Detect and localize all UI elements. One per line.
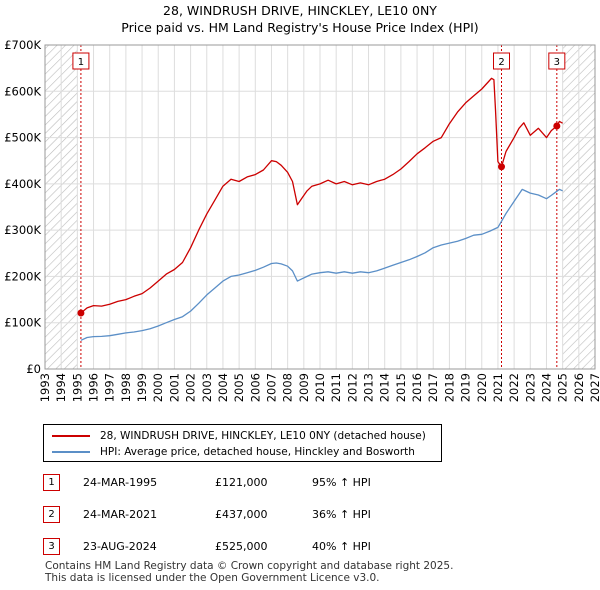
sale-point-1 xyxy=(77,309,85,317)
x-tick-label: 2027 xyxy=(588,373,600,402)
sale-price: £525,000 xyxy=(215,540,268,553)
x-tick-label: 2003 xyxy=(200,373,214,402)
property-price-line xyxy=(80,77,563,314)
x-tick-label: 1998 xyxy=(119,373,133,402)
x-tick-label: 2005 xyxy=(232,373,246,402)
x-tick-label: 2002 xyxy=(184,373,198,402)
x-tick-label: 1997 xyxy=(103,373,117,402)
x-tick-label: 2015 xyxy=(394,373,408,402)
x-tick-label: 2018 xyxy=(442,373,456,402)
sale-hpi-change: 95% ↑ HPI xyxy=(312,476,371,489)
chart-legend: 28, WINDRUSH DRIVE, HINCKLEY, LE10 0NY (… xyxy=(43,424,442,462)
x-tick-label: 2017 xyxy=(426,373,440,402)
x-tick-label: 2019 xyxy=(459,373,473,402)
sale-number-badge: 1 xyxy=(43,474,60,491)
price-chart: 1 2 3 £0 £100K £200K £300K £400K £500K £600K £700K… xyxy=(4,38,600,402)
x-tick-label: 1996 xyxy=(87,373,101,402)
sale-price: £121,000 xyxy=(215,476,268,489)
x-tick-label: 2023 xyxy=(523,373,537,402)
x-tick-label: 2009 xyxy=(297,373,311,402)
sale-number-badge: 3 xyxy=(43,538,60,555)
x-tick-label: 2014 xyxy=(378,373,392,402)
sale-badge-label-3: 3 xyxy=(554,57,560,68)
x-tick-label: 2025 xyxy=(556,373,570,402)
x-tick-label: 2012 xyxy=(345,373,359,402)
y-tick-label: £300K xyxy=(4,223,41,237)
sale-row: 3 23-AUG-2024 £525,000 40% ↑ HPI xyxy=(43,536,583,558)
y-tick-label: £700K xyxy=(4,38,41,52)
sale-badge-label-2: 2 xyxy=(498,57,504,68)
legend-item-hpi: HPI: Average price, detached house, Hinc… xyxy=(52,444,415,460)
sale-date: 24-MAR-1995 xyxy=(83,476,158,489)
x-tick-label: 2000 xyxy=(151,373,165,402)
sale-date: 23-AUG-2024 xyxy=(83,540,157,553)
y-tick-label: £600K xyxy=(4,84,41,98)
sale-point-2 xyxy=(498,163,505,171)
x-tick-label: 2008 xyxy=(281,373,295,402)
x-tick-label: 1993 xyxy=(38,373,52,402)
x-tick-label: 2001 xyxy=(167,373,181,402)
plot-frame xyxy=(44,44,596,370)
legend-swatch-hpi xyxy=(52,451,90,453)
y-tick-label: £200K xyxy=(4,269,41,283)
sale-point-3 xyxy=(553,122,561,130)
sale-date: 24-MAR-2021 xyxy=(83,508,158,521)
x-tick-label: 2007 xyxy=(264,373,278,402)
sale-hpi-change: 36% ↑ HPI xyxy=(312,508,371,521)
y-tick-label: £100K xyxy=(4,316,41,330)
footer-attribution: Contains HM Land Registry data © Crown c… xyxy=(45,560,453,584)
sale-row: 1 24-MAR-1995 £121,000 95% ↑ HPI xyxy=(43,472,583,494)
legend-swatch-property xyxy=(52,435,90,437)
x-tick-label: 2024 xyxy=(539,373,553,402)
y-tick-label: £0 xyxy=(26,362,41,376)
x-tick-label: 2020 xyxy=(475,373,489,402)
chart-title-address: 28, WINDRUSH DRIVE, HINCKLEY, LE10 0NY xyxy=(163,3,437,18)
sale-row: 2 24-MAR-2021 £437,000 36% ↑ HPI xyxy=(43,504,583,526)
sale-badge-label-1: 1 xyxy=(78,57,84,68)
legend-label-property: 28, WINDRUSH DRIVE, HINCKLEY, LE10 0NY (… xyxy=(100,430,426,442)
x-tick-label: 2022 xyxy=(507,373,521,402)
footer-copyright: Contains HM Land Registry data © Crown c… xyxy=(45,560,454,572)
sale-price: £437,000 xyxy=(215,508,268,521)
sale-hpi-change: 40% ↑ HPI xyxy=(312,540,371,553)
chart-subtitle: Price paid vs. HM Land Registry's House … xyxy=(121,20,479,35)
x-tick-label: 2010 xyxy=(313,373,327,402)
x-tick-label: 1995 xyxy=(70,373,84,402)
x-tick-label: 2013 xyxy=(362,373,376,402)
x-tick-label: 2011 xyxy=(329,373,343,402)
y-tick-label: £400K xyxy=(4,177,41,191)
x-tick-label: 2026 xyxy=(572,373,586,402)
x-tick-label: 1994 xyxy=(54,373,68,402)
x-tick-label: 2004 xyxy=(216,373,230,402)
sale-badge-2 xyxy=(493,52,510,70)
x-tick-label: 1999 xyxy=(135,373,149,402)
hpi-line xyxy=(80,188,563,341)
footer-licence: This data is licensed under the Open Gov… xyxy=(45,572,380,584)
x-tick-label: 2006 xyxy=(248,373,262,402)
y-tick-label: £500K xyxy=(4,131,41,145)
sale-number-badge: 2 xyxy=(43,506,60,523)
legend-item-property: 28, WINDRUSH DRIVE, HINCKLEY, LE10 0NY (… xyxy=(52,428,426,444)
sale-badge-3 xyxy=(548,52,566,70)
legend-label-hpi: HPI: Average price, detached house, Hinc… xyxy=(100,446,415,458)
x-tick-label: 2021 xyxy=(491,373,505,402)
x-tick-label: 2016 xyxy=(410,373,424,402)
sale-badge-1 xyxy=(72,52,90,70)
